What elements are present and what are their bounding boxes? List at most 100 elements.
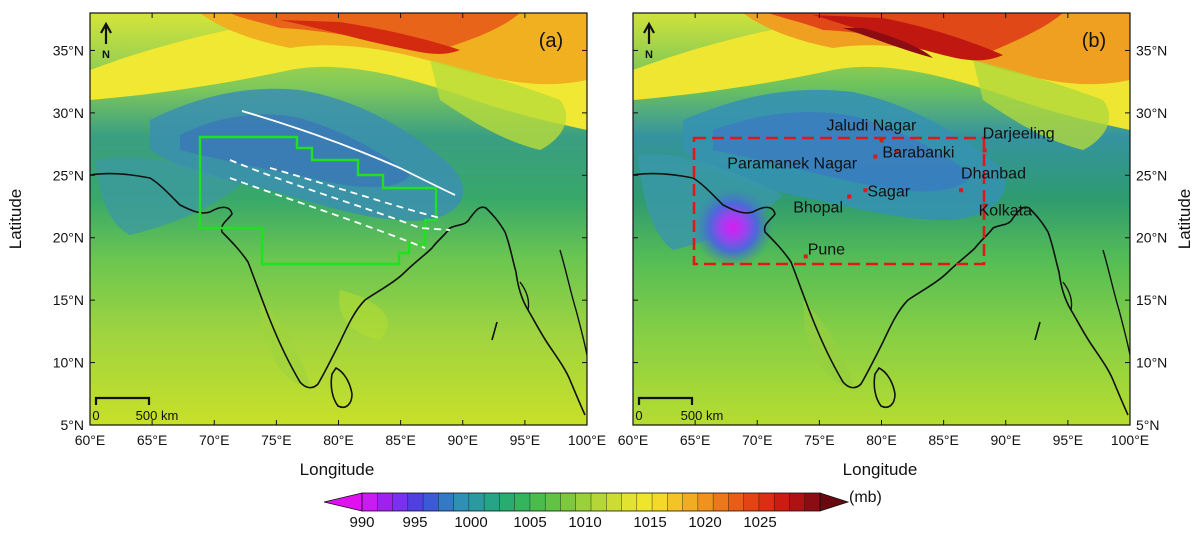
city-marker — [873, 154, 878, 159]
colorbar-tick-label: 1020 — [688, 514, 721, 531]
colorbar: 990 995 1000 1005 1010 1015 1020 1025 (mb) — [323, 489, 882, 531]
lat-tick-label: 35°N — [53, 42, 84, 58]
colorbar-segment — [514, 493, 531, 511]
lon-tick-label: 90°E — [990, 432, 1021, 448]
colorbar-tick-label: 1000 — [454, 514, 487, 531]
city-marker — [959, 188, 964, 193]
track-solid — [241, 110, 456, 196]
colorbar-segment — [377, 493, 394, 511]
lon-tick-label: 90°E — [447, 432, 478, 448]
lat-tick-label: 5°N — [1136, 417, 1160, 433]
city-label: Bhopal — [793, 200, 843, 217]
colorbar-segment — [789, 493, 806, 511]
colorbar-segment — [484, 493, 500, 511]
colorbar-segment — [453, 493, 470, 511]
colorbar-segment — [468, 493, 485, 511]
study-area-box — [692, 136, 986, 266]
scale-bar: 0 500 km — [92, 396, 179, 423]
lat-tick-label: 10°N — [53, 355, 84, 371]
panel-b-axes: 60°E 65°E 70°E 75°E 80°E 85°E 90°E 95°E 100°E5°N… — [618, 13, 1167, 448]
north-label: N — [102, 49, 110, 61]
city-marker — [803, 254, 808, 259]
city-label: Darjeeling — [983, 125, 1055, 142]
colorbar-segment — [636, 493, 653, 511]
city-label: Barabanki — [882, 145, 954, 162]
colorbar-segment — [407, 493, 424, 511]
panel-a-pressure-field — [90, 13, 587, 416]
city-label: Dhanbad — [961, 165, 1026, 182]
lon-tick-label: 60°E — [75, 432, 106, 448]
colorbar-tick-label: 990 — [349, 514, 374, 531]
colorbar-segment — [774, 493, 790, 511]
colorbar-tick-label: 1005 — [513, 514, 546, 531]
lon-tick-label: 80°E — [866, 432, 897, 448]
track-dashed-2 — [269, 167, 441, 219]
city-marker — [879, 138, 884, 143]
colorbar-segment — [575, 493, 592, 511]
colorbar-segment — [499, 493, 516, 511]
north-label: N — [645, 49, 653, 61]
colorbar-segment — [438, 493, 455, 511]
panel-a: N (a) 0 500 km 60°E 65°E 70°E 75°E 80°E 85°E 9… — [6, 12, 606, 479]
city-label: Jaludi Nagar — [827, 117, 918, 134]
colorbar-max-arrow — [819, 492, 850, 512]
lat-tick-label: 25°N — [53, 167, 84, 183]
lat-tick-label: 15°N — [53, 292, 84, 308]
lon-tick-label: 75°E — [261, 432, 292, 448]
lat-tick-label: 10°N — [1136, 355, 1167, 371]
colorbar-segment — [728, 493, 745, 511]
colorbar-unit: (mb) — [849, 489, 882, 506]
colorbar-tick-label: 995 — [402, 514, 427, 531]
panel-label-b: (b) — [1082, 30, 1106, 52]
scale-zero-label: 0 — [635, 408, 642, 423]
colorbar-segment — [392, 493, 409, 511]
lon-tick-label: 70°E — [199, 432, 230, 448]
lon-tick-label: 60°E — [618, 432, 649, 448]
panel-b-ylabel: Latitude — [1175, 189, 1194, 250]
colorbar-min-arrow — [323, 492, 363, 512]
colorbar-segment — [758, 493, 775, 511]
colorbar-tick-label: 1010 — [568, 514, 601, 531]
lat-tick-label: 15°N — [1136, 292, 1167, 308]
colorbar-segment — [667, 493, 684, 511]
colorbar-segment — [621, 493, 638, 511]
panel-a-ylabel: Latitude — [6, 189, 25, 250]
lat-tick-label: 25°N — [1136, 167, 1167, 183]
scale-distance-label: 500 km — [681, 408, 724, 423]
city-marker — [894, 149, 899, 154]
lat-tick-label: 5°N — [61, 417, 85, 433]
colorbar-segment — [545, 493, 561, 511]
city-label: Paramanek Nagar — [727, 156, 858, 173]
lat-tick-label: 30°N — [1136, 105, 1167, 121]
colorbar-segment — [362, 493, 378, 511]
lon-tick-label: 65°E — [137, 432, 168, 448]
lon-tick-label: 65°E — [680, 432, 711, 448]
colorbar-segment — [697, 493, 714, 511]
panel-b: Jaludi Nagar Darjeeling Paramanek Nagar Bar… — [618, 12, 1194, 479]
colorbar-segment — [682, 493, 699, 511]
colorbar-tick-label: 1025 — [743, 514, 776, 531]
colorbar-segment — [652, 493, 668, 511]
city-marker — [982, 148, 987, 153]
colorbar-segment — [423, 493, 439, 511]
panel-a-axes: 60°E 65°E 70°E 75°E 80°E 85°E 90°E 95°E 100°E 5°N… — [53, 13, 606, 448]
city-markers: Jaludi Nagar Darjeeling Paramanek Nagar Bar… — [727, 117, 1055, 259]
lon-tick-label: 85°E — [385, 432, 416, 448]
north-arrow-icon: N — [100, 21, 112, 61]
colorbar-segment — [804, 493, 821, 511]
city-label: Kolkata — [979, 202, 1032, 219]
track-dashed-1 — [229, 159, 451, 231]
low-pressure-center — [693, 187, 773, 267]
scale-distance-label: 500 km — [136, 408, 179, 423]
panel-b-xlabel: Longitude — [843, 460, 918, 479]
colorbar-tick-label: 1015 — [633, 514, 666, 531]
track-dashed-3 — [229, 177, 426, 249]
panel-label-a: (a) — [539, 30, 563, 52]
city-marker — [847, 194, 852, 199]
lon-tick-label: 80°E — [323, 432, 354, 448]
colorbar-segment — [713, 493, 729, 511]
colorbar-segment — [743, 493, 760, 511]
lat-tick-label: 20°N — [1136, 230, 1167, 246]
panel-a-xlabel: Longitude — [300, 460, 375, 479]
